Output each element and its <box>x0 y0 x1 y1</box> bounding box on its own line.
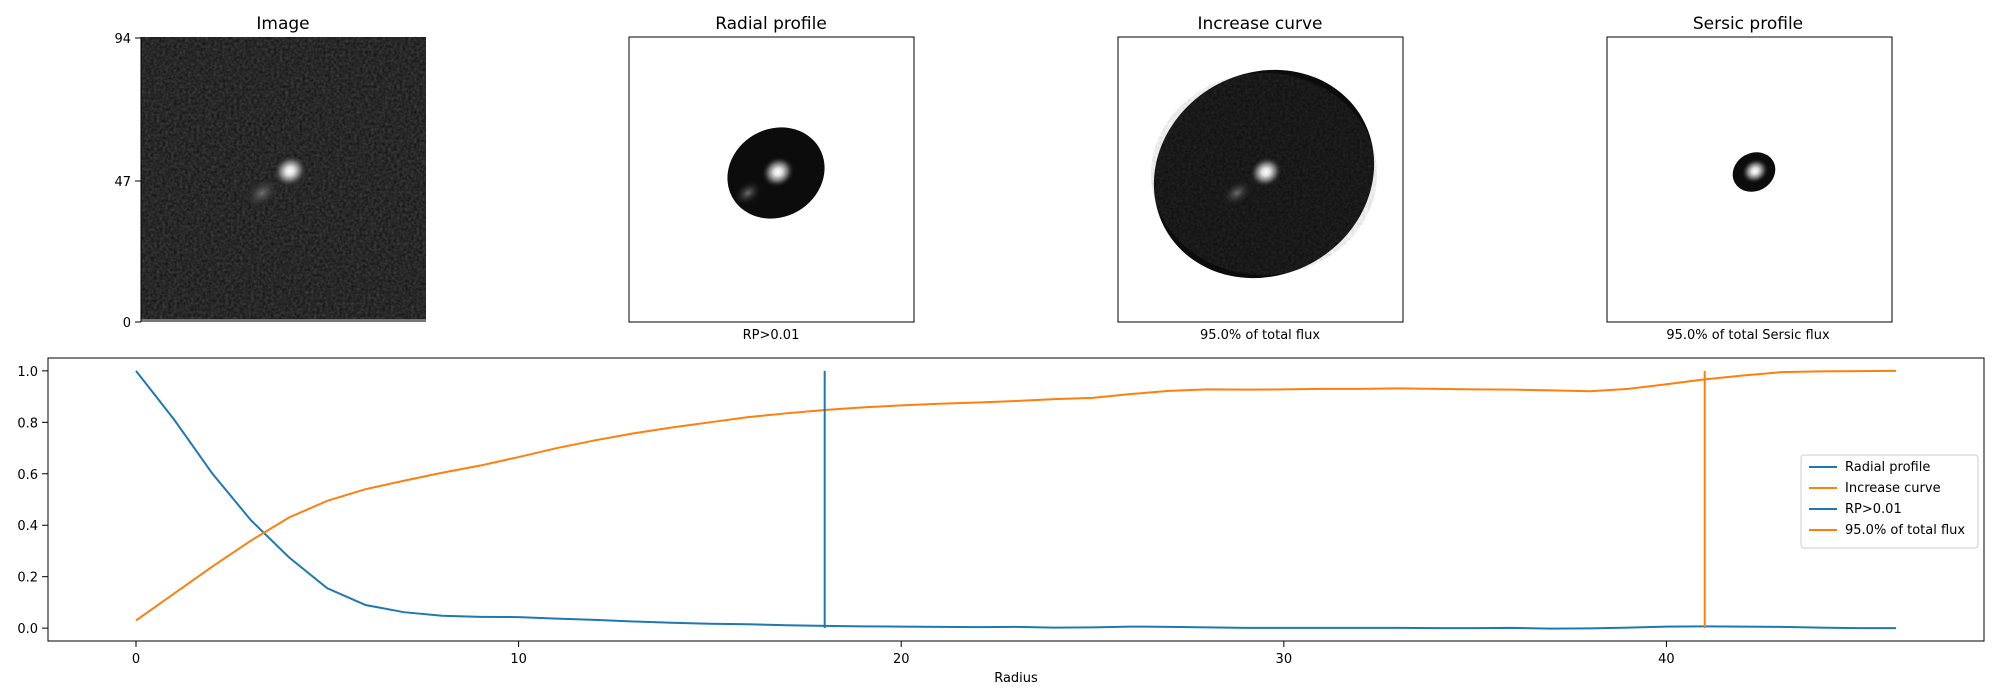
panel-image-title: Image <box>256 14 309 34</box>
sersic-core <box>1741 158 1769 184</box>
panel-radial-xlabel: RP>0.01 <box>743 328 800 343</box>
legend-label-total-flux: 95.0% of total flux <box>1845 523 1965 538</box>
xtick-label: 10 <box>510 652 527 667</box>
increase-companion <box>1220 178 1254 208</box>
panel-radial-title: Radial profile <box>715 14 827 34</box>
radial-core <box>761 156 795 188</box>
chart-frame <box>47 357 1985 642</box>
ytick-label: 0.0 <box>17 622 38 637</box>
xtick-label: 30 <box>1276 652 1293 667</box>
xtick-label: 0 <box>132 652 140 667</box>
x-axis: 0 10 20 30 40 <box>132 641 1675 667</box>
ytick-label: 1.0 <box>17 365 38 380</box>
panel-image: Image 94 47 0 <box>114 14 426 331</box>
y-axis: 0.0 0.2 0.4 0.6 0.8 1.0 <box>17 365 48 637</box>
panel-sersic-title: Sersic profile <box>1693 14 1803 34</box>
series-line-radial-profile <box>135 370 1896 630</box>
series-line-increase-curve <box>135 369 1897 622</box>
panel-sersic-xlabel: 95.0% of total Sersic flux <box>1666 328 1830 343</box>
image-bottom-strip <box>141 319 426 322</box>
panel-increase-curve: Increase curve 95.0% of total flux <box>1117 14 1404 343</box>
panel-sersic-profile: Sersic profile 95.0% of total Sersic flu… <box>1606 14 1893 343</box>
legend-label-increase-curve: Increase curve <box>1845 481 1941 496</box>
plot-area <box>135 369 1897 630</box>
legend: Radial profile Increase curve RP>0.01 95… <box>1800 454 1979 549</box>
panel-increase-xlabel: 95.0% of total flux <box>1200 328 1320 343</box>
galaxy-core <box>272 154 308 188</box>
legend-label-radial-profile: Radial profile <box>1845 460 1930 475</box>
panel-radial-profile: Radial profile RP>0.01 <box>628 14 915 343</box>
radial-companion <box>733 180 763 206</box>
xtick-label: 20 <box>893 652 910 667</box>
image-ytick-94: 94 <box>114 32 131 47</box>
ytick-label: 0.2 <box>17 571 38 586</box>
image-ytick-47: 47 <box>114 175 131 190</box>
ytick-label: 0.4 <box>17 519 38 534</box>
legend-box <box>1800 454 1979 549</box>
ytick-label: 0.8 <box>17 416 38 431</box>
line-chart: 0 10 20 30 40 0.0 0.2 0.4 0.6 0.8 1.0 Radius Radi… <box>17 357 1985 686</box>
galaxy-companion <box>242 175 282 211</box>
image-ytick-0: 0 <box>123 316 131 331</box>
ytick-label: 0.6 <box>17 468 38 483</box>
x-axis-label: Radius <box>994 671 1038 686</box>
xtick-label: 40 <box>1658 652 1675 667</box>
panel-increase-title: Increase curve <box>1198 14 1323 34</box>
legend-label-rp: RP>0.01 <box>1845 502 1902 517</box>
increase-core <box>1249 156 1283 188</box>
